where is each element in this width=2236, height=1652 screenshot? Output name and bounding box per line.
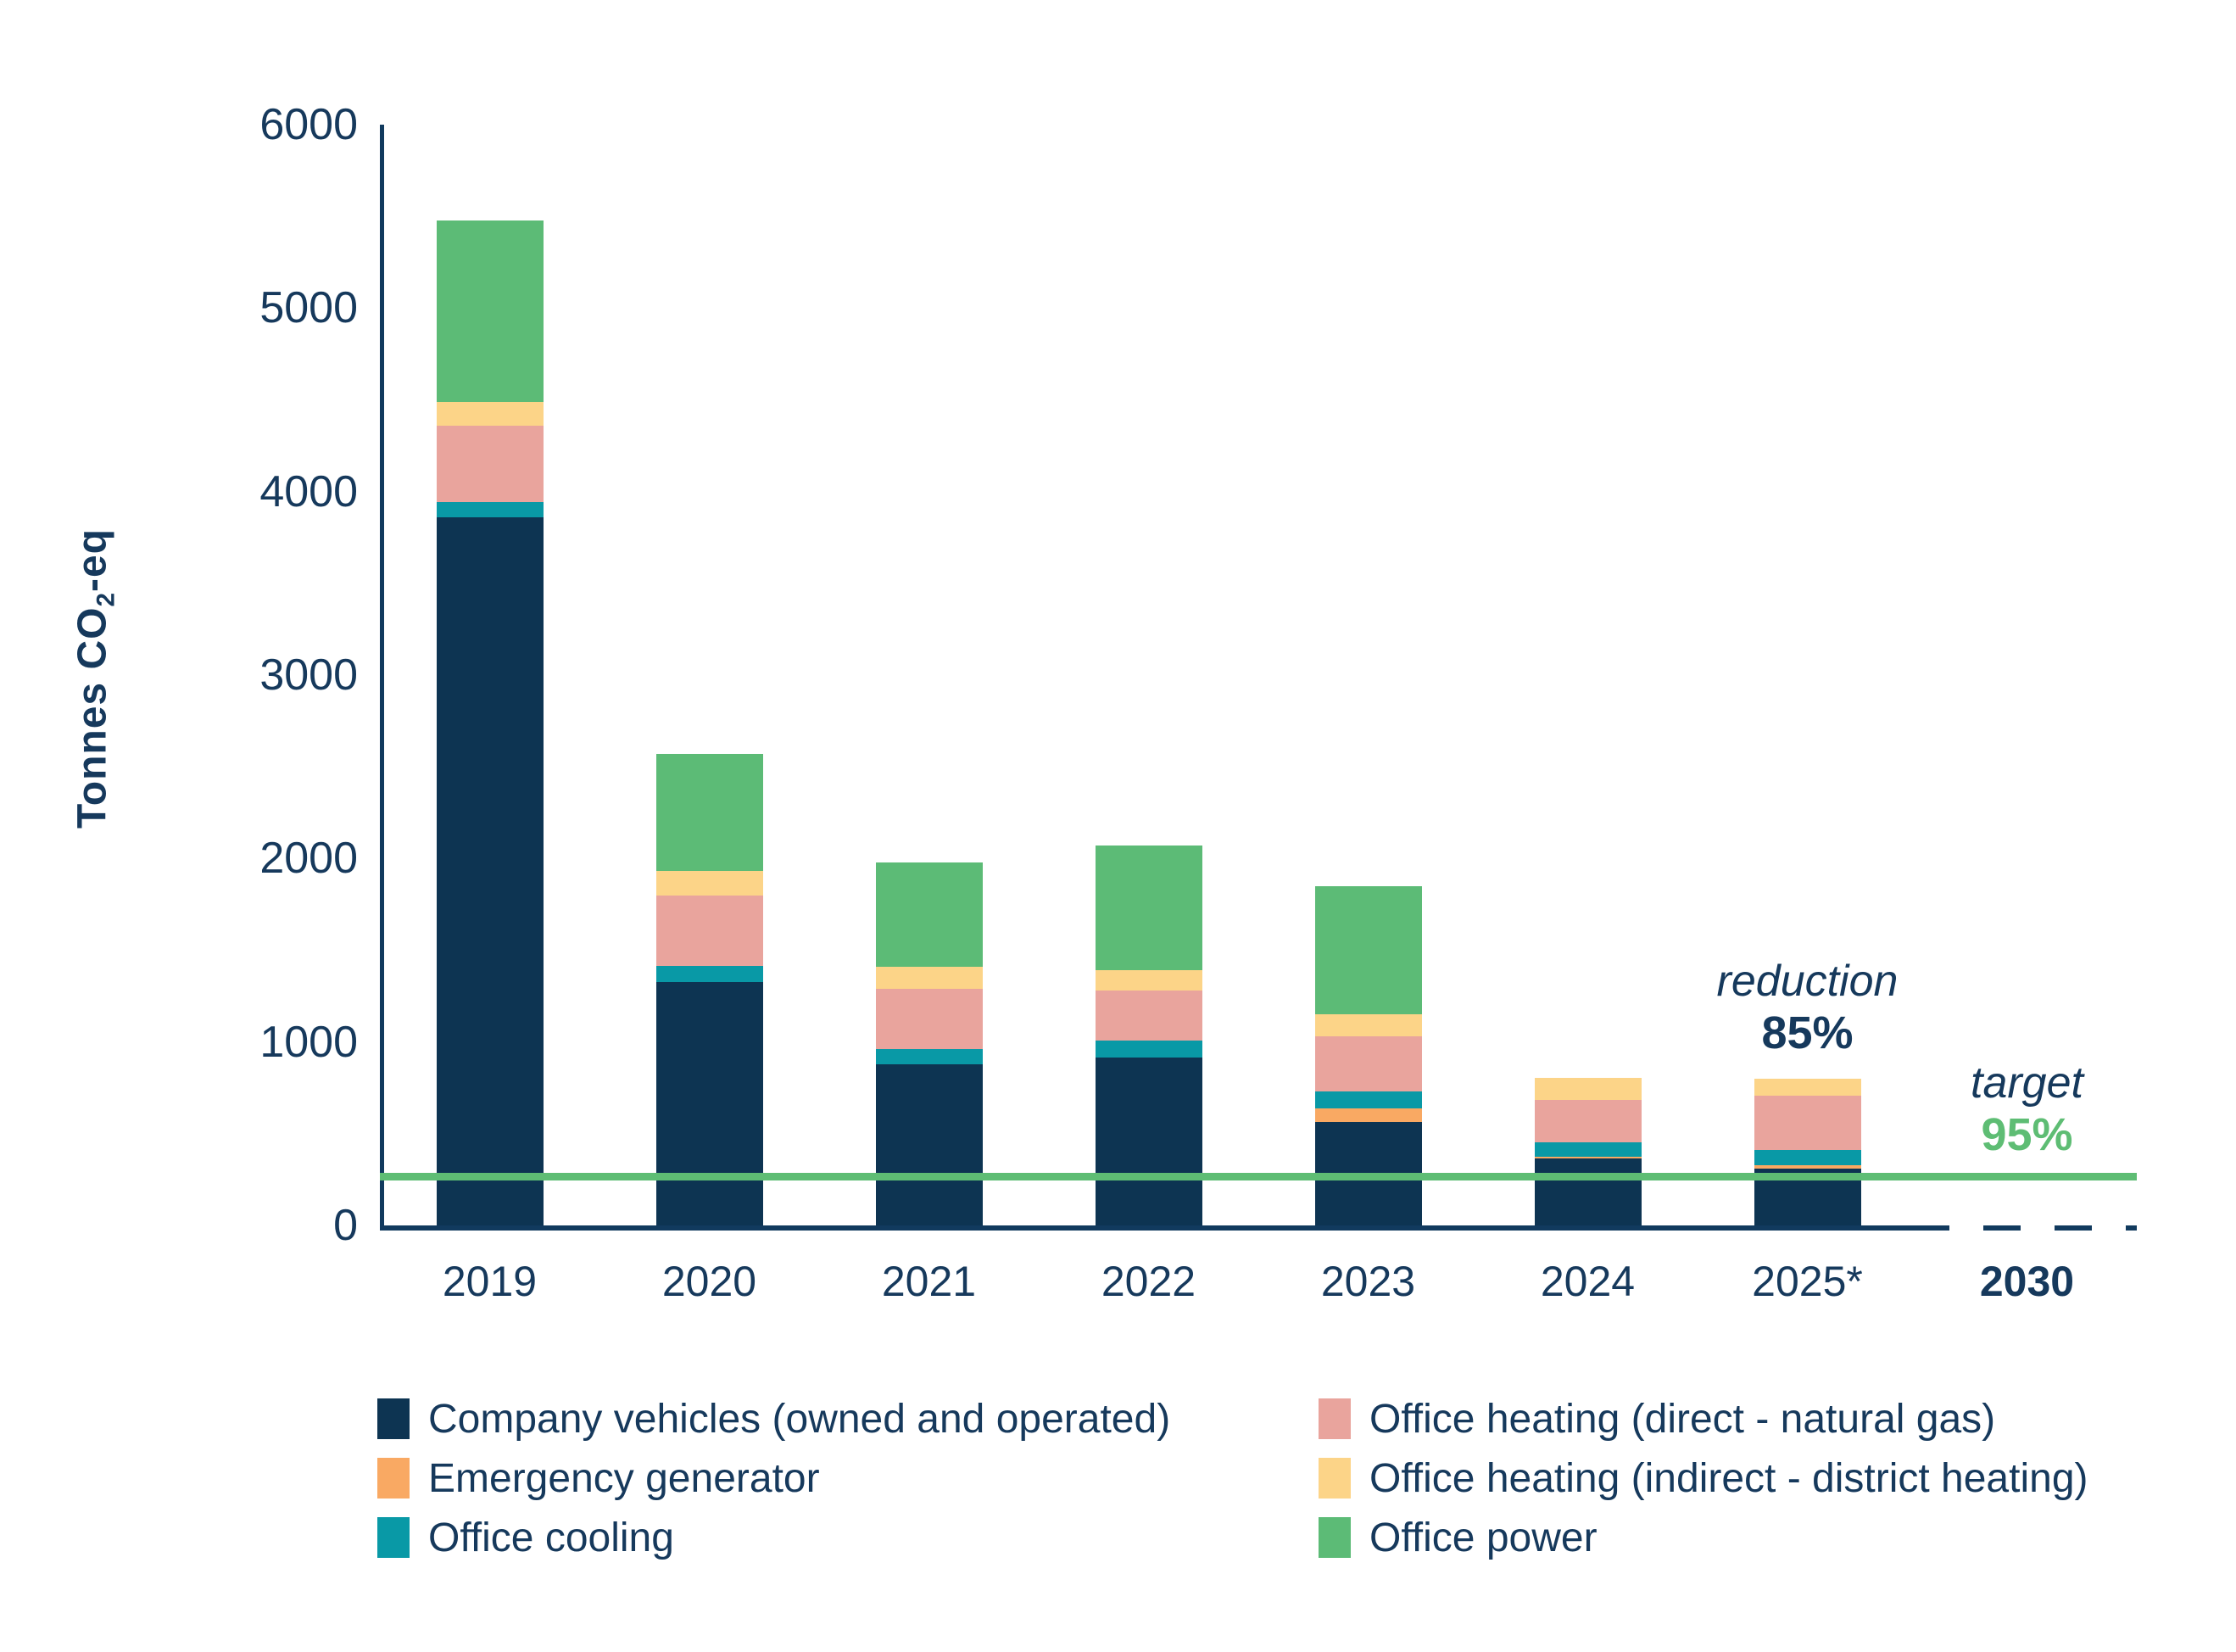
segment-office-power — [1095, 846, 1202, 971]
y-tick-label: 3000 — [259, 650, 358, 700]
legend-item: Office heating (indirect - district heat… — [1319, 1455, 2088, 1501]
segment-office-heating-direct-natural-gas — [1754, 1096, 1861, 1151]
bar-2019 — [436, 220, 544, 1225]
y-axis-title-tail: -eq — [70, 528, 115, 592]
segment-office-heating-indirect-district-heating — [875, 966, 983, 989]
segment-office-heating-direct-natural-gas — [655, 895, 763, 966]
segment-office-heating-direct-natural-gas — [875, 988, 983, 1050]
x-label-2025: 2025* — [1752, 1258, 1863, 1305]
legend-item: Office power — [1319, 1515, 2088, 1560]
segment-company-vehicles-owned-and-operated — [436, 516, 544, 1225]
reduction-annotation: reduction 85% — [1664, 956, 1951, 1059]
segment-office-cooling — [1095, 1040, 1202, 1058]
bar-2024 — [1534, 1077, 1642, 1225]
segment-company-vehicles-owned-and-operated — [655, 982, 763, 1225]
y-tick-label: 2000 — [259, 834, 358, 884]
bar-2021 — [875, 862, 983, 1225]
x-label-2019: 2019 — [442, 1258, 538, 1305]
legend-item: Emergency generator — [377, 1455, 1170, 1501]
legend-swatch — [1319, 1458, 1351, 1499]
legend-swatch — [1319, 1398, 1351, 1439]
x-axis-dashed-extension — [1912, 1225, 2137, 1231]
x-label-2024: 2024 — [1540, 1258, 1636, 1305]
segment-office-cooling — [1314, 1091, 1422, 1108]
y-tick-label: 5000 — [259, 283, 358, 333]
target-annotation: target 95% — [1883, 1058, 2171, 1161]
x-label-2022: 2022 — [1101, 1258, 1196, 1305]
legend-swatch — [377, 1517, 410, 1558]
segment-office-heating-indirect-district-heating — [655, 871, 763, 896]
legend-label: Company vehicles (owned and operated) — [428, 1396, 1171, 1442]
target-label: target — [1971, 1058, 2083, 1108]
segment-office-power — [875, 862, 983, 967]
legend-label: Office heating (direct - natural gas) — [1369, 1396, 1996, 1442]
y-tick-label: 0 — [333, 1201, 358, 1250]
segment-office-heating-indirect-district-heating — [1534, 1077, 1642, 1100]
legend-column: Office heating (direct - natural gas) Off… — [1319, 1396, 2088, 1576]
y-axis-title-subscript: 2 — [92, 592, 120, 607]
legend-item: Company vehicles (owned and operated) — [377, 1396, 1171, 1442]
segment-office-cooling — [436, 501, 544, 517]
segment-company-vehicles-owned-and-operated — [875, 1063, 983, 1225]
segment-office-power — [436, 220, 544, 402]
segment-office-cooling — [875, 1049, 983, 1064]
segment-office-heating-indirect-district-heating — [1314, 1014, 1422, 1037]
x-label-2020: 2020 — [661, 1258, 757, 1305]
segment-office-power — [655, 754, 763, 872]
segment-office-heating-direct-natural-gas — [436, 425, 544, 502]
target-line — [380, 1172, 2137, 1180]
segment-office-heating-direct-natural-gas — [1314, 1036, 1422, 1092]
y-axis-line — [380, 125, 384, 1231]
segment-office-heating-indirect-district-heating — [436, 401, 544, 426]
segment-office-heating-indirect-district-heating — [1095, 970, 1202, 991]
segment-company-vehicles-owned-and-operated — [1534, 1158, 1642, 1225]
legend-column: Company vehicles (owned and operated) Eme… — [377, 1396, 1171, 1576]
segment-office-cooling — [1754, 1150, 1861, 1165]
segment-emergency-generator — [1754, 1164, 1861, 1169]
legend-item: Office heating (direct - natural gas) — [1319, 1396, 2088, 1442]
segment-office-heating-direct-natural-gas — [1534, 1099, 1642, 1142]
legend-swatch — [377, 1398, 410, 1439]
bar-2020 — [655, 754, 763, 1225]
segment-company-vehicles-owned-and-operated — [1095, 1058, 1202, 1225]
segment-office-cooling — [655, 965, 763, 983]
segment-office-heating-direct-natural-gas — [1095, 991, 1202, 1041]
legend-swatch — [377, 1458, 410, 1499]
x-label-2030: 2030 — [1979, 1258, 2075, 1305]
legend-label: Emergency generator — [428, 1455, 820, 1501]
reduction-percentage: 85% — [1761, 1007, 1854, 1058]
y-tick-label: 1000 — [259, 1017, 358, 1067]
legend-label: Office power — [1369, 1515, 1598, 1560]
legend-label: Office cooling — [428, 1515, 674, 1560]
target-percentage: 95% — [1981, 1108, 2073, 1160]
segment-office-power — [1314, 885, 1422, 1015]
y-tick-label: 6000 — [259, 100, 358, 149]
y-axis-title-main: Tonnes CO — [70, 606, 115, 829]
segment-office-heating-indirect-district-heating — [1754, 1078, 1861, 1097]
reduction-label: reduction — [1716, 956, 1899, 1006]
x-label-2021: 2021 — [881, 1258, 977, 1305]
legend-label: Office heating (indirect - district heat… — [1369, 1455, 2088, 1501]
segment-emergency-generator — [1314, 1108, 1422, 1122]
bar-2022 — [1095, 846, 1202, 1225]
x-label-2023: 2023 — [1320, 1258, 1416, 1305]
legend-swatch — [1319, 1517, 1351, 1558]
segment-emergency-generator — [1534, 1156, 1642, 1159]
y-axis-title: Tonnes CO2-eq — [69, 528, 120, 829]
bar-2025 — [1754, 1078, 1861, 1225]
y-tick-label: 4000 — [259, 466, 358, 516]
segment-office-cooling — [1534, 1141, 1642, 1157]
x-axis-line — [380, 1225, 1912, 1231]
legend-item: Office cooling — [377, 1515, 1170, 1560]
